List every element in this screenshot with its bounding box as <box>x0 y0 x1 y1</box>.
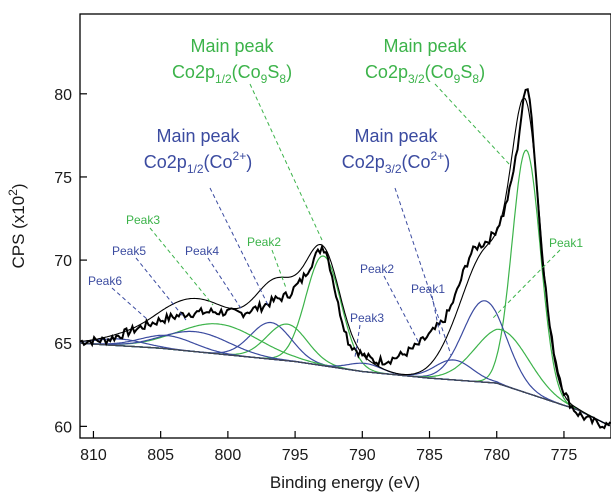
x-tick-label: 795 <box>282 447 309 464</box>
y-axis-title: CPS (x102) <box>6 183 28 268</box>
leader-peak5 <box>135 257 187 321</box>
leader-co9s8-half <box>249 83 323 241</box>
svg-text:Co2p1/2(Co9S8): Co2p1/2(Co9S8) <box>172 62 292 86</box>
x-tick-label: 780 <box>483 447 510 464</box>
fit-component-curve <box>79 323 610 427</box>
fit-envelope <box>79 97 610 427</box>
x-axis-title: Binding energy (eV) <box>270 473 420 492</box>
label-peak5: Peak5 <box>112 244 146 258</box>
y-tick-label: 60 <box>54 419 72 436</box>
fit-component-curve <box>79 328 610 427</box>
x-tick-label: 790 <box>349 447 376 464</box>
label-peak1-blue: Peak1 <box>411 282 445 296</box>
annotation-co9s8-three-half: Main peak Co2p3/2(Co9S8) <box>365 36 485 86</box>
x-tick-label: 775 <box>551 447 578 464</box>
fit-component-curve <box>80 330 610 427</box>
svg-text:Co2p1/2(Co2+): Co2p1/2(Co2+) <box>144 149 252 176</box>
leader-lines <box>111 83 561 358</box>
fit-component-curve <box>79 255 610 427</box>
leader-co9s8-three-half <box>434 83 511 166</box>
svg-text:Co2p3/2(Co9S8): Co2p3/2(Co9S8) <box>365 62 485 86</box>
leader-peak3-blue <box>354 324 361 358</box>
fit-component-curve <box>80 334 610 427</box>
annotation-co2-three-half: Main peak Co2p3/2(Co2+) <box>342 126 450 176</box>
leader-peak4 <box>207 257 243 311</box>
svg-text:Main peak: Main peak <box>190 36 274 56</box>
annotation-co2-half: Main peak Co2p1/2(Co2+) <box>144 126 252 176</box>
y-tick-label: 80 <box>54 87 72 104</box>
fit-component-curve <box>79 338 610 427</box>
svg-text:Main peak: Main peak <box>383 36 467 56</box>
fit-component-curve <box>79 323 610 427</box>
label-peak2-green: Peak2 <box>247 235 281 249</box>
leader-co2-three-half <box>394 187 452 356</box>
fit-component-curve <box>79 342 610 427</box>
plot-frame <box>79 13 611 439</box>
annotation-co9s8-half: Main peak Co2p1/2(Co9S8) <box>172 36 292 86</box>
svg-text:Main peak: Main peak <box>354 126 438 146</box>
label-peak1-green: Peak1 <box>549 236 583 250</box>
svg-text:Main peak: Main peak <box>156 126 240 146</box>
x-tick-label: 810 <box>80 447 107 464</box>
label-peak4: Peak4 <box>185 244 219 258</box>
fit-component-curve <box>79 149 610 427</box>
leader-co2-half <box>209 187 269 306</box>
leader-peak2-green <box>271 249 287 289</box>
y-tick-label: 75 <box>54 170 72 187</box>
leader-peak3-green <box>149 227 214 306</box>
leader-peak2-blue <box>383 275 421 346</box>
label-peak3-green: Peak3 <box>126 213 160 227</box>
y-axis: 60 65 70 75 80 <box>54 87 87 436</box>
label-peak2-blue: Peak2 <box>360 262 394 276</box>
y-tick-label: 70 <box>54 253 72 270</box>
x-axis: 810 805 800 795 790 785 780 775 <box>80 431 577 464</box>
label-peak6: Peak6 <box>88 274 122 288</box>
fit-curves <box>79 149 610 427</box>
label-peak3-blue: Peak3 <box>350 311 384 325</box>
svg-text:Co2p3/2(Co2+): Co2p3/2(Co2+) <box>342 149 450 176</box>
x-tick-label: 805 <box>147 447 174 464</box>
leader-peak6 <box>111 287 149 321</box>
x-tick-label: 800 <box>215 447 242 464</box>
measured-spectrum <box>79 88 611 430</box>
x-tick-label: 785 <box>416 447 443 464</box>
fit-component-curve <box>79 342 610 427</box>
y-tick-label: 65 <box>54 336 72 353</box>
background-line <box>79 342 610 427</box>
leader-peak1-green <box>492 249 561 319</box>
